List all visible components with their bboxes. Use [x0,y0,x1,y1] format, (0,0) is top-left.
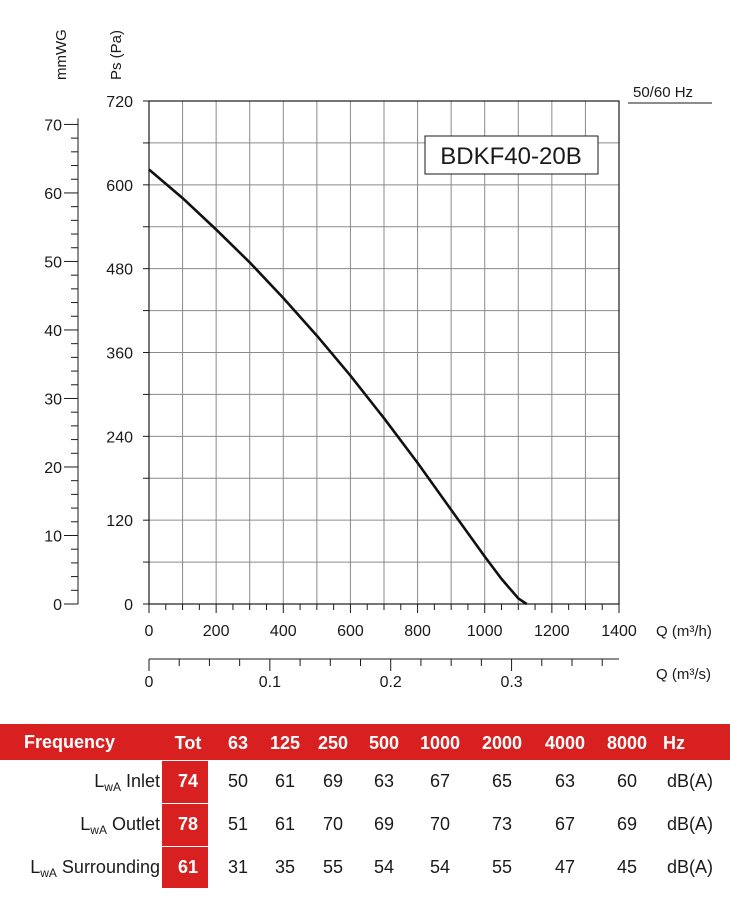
header-cell: Hz [663,733,685,753]
table-row: LwA Surrounding 61 31 35 55 54 54 55 47 45 dB(A) [0,846,730,887]
y-tick-label: 360 [106,346,133,363]
header-cell: 500 [368,733,400,753]
band-value: 67 [554,814,576,834]
header-cell: 4000 [544,733,586,753]
m3s-tick-label: 0.2 [380,674,402,691]
mmwg-tick-label: 50 [44,254,62,271]
table-row: LwA Inlet 74 50 61 69 63 67 65 63 60 dB(A) [0,760,730,801]
band-value: 65 [491,771,513,791]
band-value: 45 [616,857,638,877]
band-value: 54 [373,857,395,877]
band-value: 70 [429,814,451,834]
band-value: 61 [274,771,296,791]
band-value: 50 [227,771,249,791]
performance-curve [148,168,528,606]
band-value: 51 [227,814,249,834]
band-value: 73 [491,814,513,834]
x-tick-label: 400 [270,623,297,640]
row-label: LwA Outlet [80,814,160,837]
fan-performance-chart: 0 200 400 600 800 1000 1200 1400 Q (m³/h)0120240… [44,29,712,691]
band-value: 31 [227,857,249,877]
band-value: 60 [616,771,638,791]
mmwg-tick-label: 30 [44,391,62,408]
header-cell: 63 [227,733,249,753]
band-value: 54 [429,857,451,877]
y-tick-label: 720 [106,94,133,111]
band-value: 55 [322,857,344,877]
header-cell: 125 [269,733,301,753]
header-cell: 1000 [419,733,461,753]
table-row: LwA Outlet 78 51 61 70 69 70 73 67 69 dB(A) [0,803,730,844]
unit-label: dB(A) [666,857,713,877]
unit-label: dB(A) [666,814,713,834]
m3s-tick-label: 0.1 [259,674,281,691]
row-label: LwA Inlet [94,771,160,794]
unit-label: dB(A) [666,771,713,791]
x-tick-label: 600 [337,623,364,640]
chart-labels: 0 200 400 600 800 1000 1200 1400 Q (m³/h)0120240… [44,29,712,691]
x-tick-label: 200 [203,623,230,640]
y-tick-label: 600 [106,178,133,195]
total-value: 61 [177,857,199,877]
chart-curve-layer [148,168,528,606]
x-tick-label: 1000 [467,623,503,640]
header-cell: 2000 [481,733,523,753]
total-value: 78 [177,814,199,834]
x-tick-label: 800 [404,623,431,640]
mmwg-tick-label: 20 [44,460,62,477]
band-value: 67 [429,771,451,791]
model-label: BDKF40-20B [440,143,581,170]
y-tick-label: 120 [106,513,133,530]
y-tick-label: 0 [124,597,133,614]
table-header: Frequency Tot 63 125 250 500 1000 2000 4000 8000… [0,724,730,760]
m3s-axis-title: Q (m³/s) [656,666,711,683]
chart-grid [148,100,620,605]
mmwg-tick-label: 70 [44,117,62,134]
mmwg-tick-label: 0 [53,597,62,614]
band-value: 47 [554,857,576,877]
band-value: 69 [616,814,638,834]
band-value: 63 [373,771,395,791]
band-value: 35 [274,857,296,877]
header-cell: 250 [317,733,349,753]
total-column-highlight [162,760,208,888]
m3s-tick-label: 0 [145,674,154,691]
header-cell: 8000 [606,733,648,753]
x-axis-title: Q (m³/h) [656,623,712,640]
band-value: 61 [274,814,296,834]
y-tick-label: 240 [106,429,133,446]
x-tick-label: 0 [145,623,154,640]
y-tick-label: 480 [106,262,133,279]
frequency-note: 50/60 Hz [633,84,693,101]
x-tick-label: 1200 [534,623,570,640]
mmwg-axis-title: mmWG [53,29,70,80]
mmwg-tick-label: 60 [44,186,62,203]
band-value: 70 [322,814,344,834]
chart-axes [64,100,712,671]
band-value: 55 [491,857,513,877]
sound-power-table: Frequency Tot 63 125 250 500 1000 2000 4000 8000… [0,724,730,888]
x-tick-label: 1400 [601,623,637,640]
model-label-box [424,135,599,175]
row-label: LwA Surrounding [30,857,160,880]
band-value: 63 [554,771,576,791]
header-cell: Tot [174,733,202,753]
mmwg-tick-label: 40 [44,323,62,340]
m3s-tick-label: 0.3 [500,674,522,691]
total-value: 74 [177,771,199,791]
band-value: 69 [322,771,344,791]
y-axis-title: Ps (Pa) [108,30,125,80]
table-title: Frequency [24,732,116,752]
band-value: 69 [373,814,395,834]
mmwg-tick-label: 10 [44,528,62,545]
